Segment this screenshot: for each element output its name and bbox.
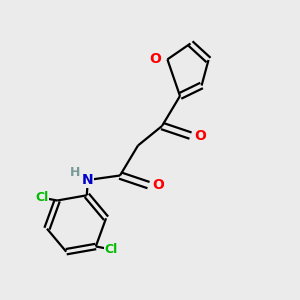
- Text: O: O: [194, 129, 206, 142]
- Text: O: O: [152, 178, 164, 192]
- Text: H: H: [70, 166, 80, 179]
- Text: N: N: [82, 173, 94, 187]
- Text: Cl: Cl: [35, 191, 48, 204]
- Text: O: O: [149, 52, 161, 66]
- Text: Cl: Cl: [105, 243, 118, 256]
